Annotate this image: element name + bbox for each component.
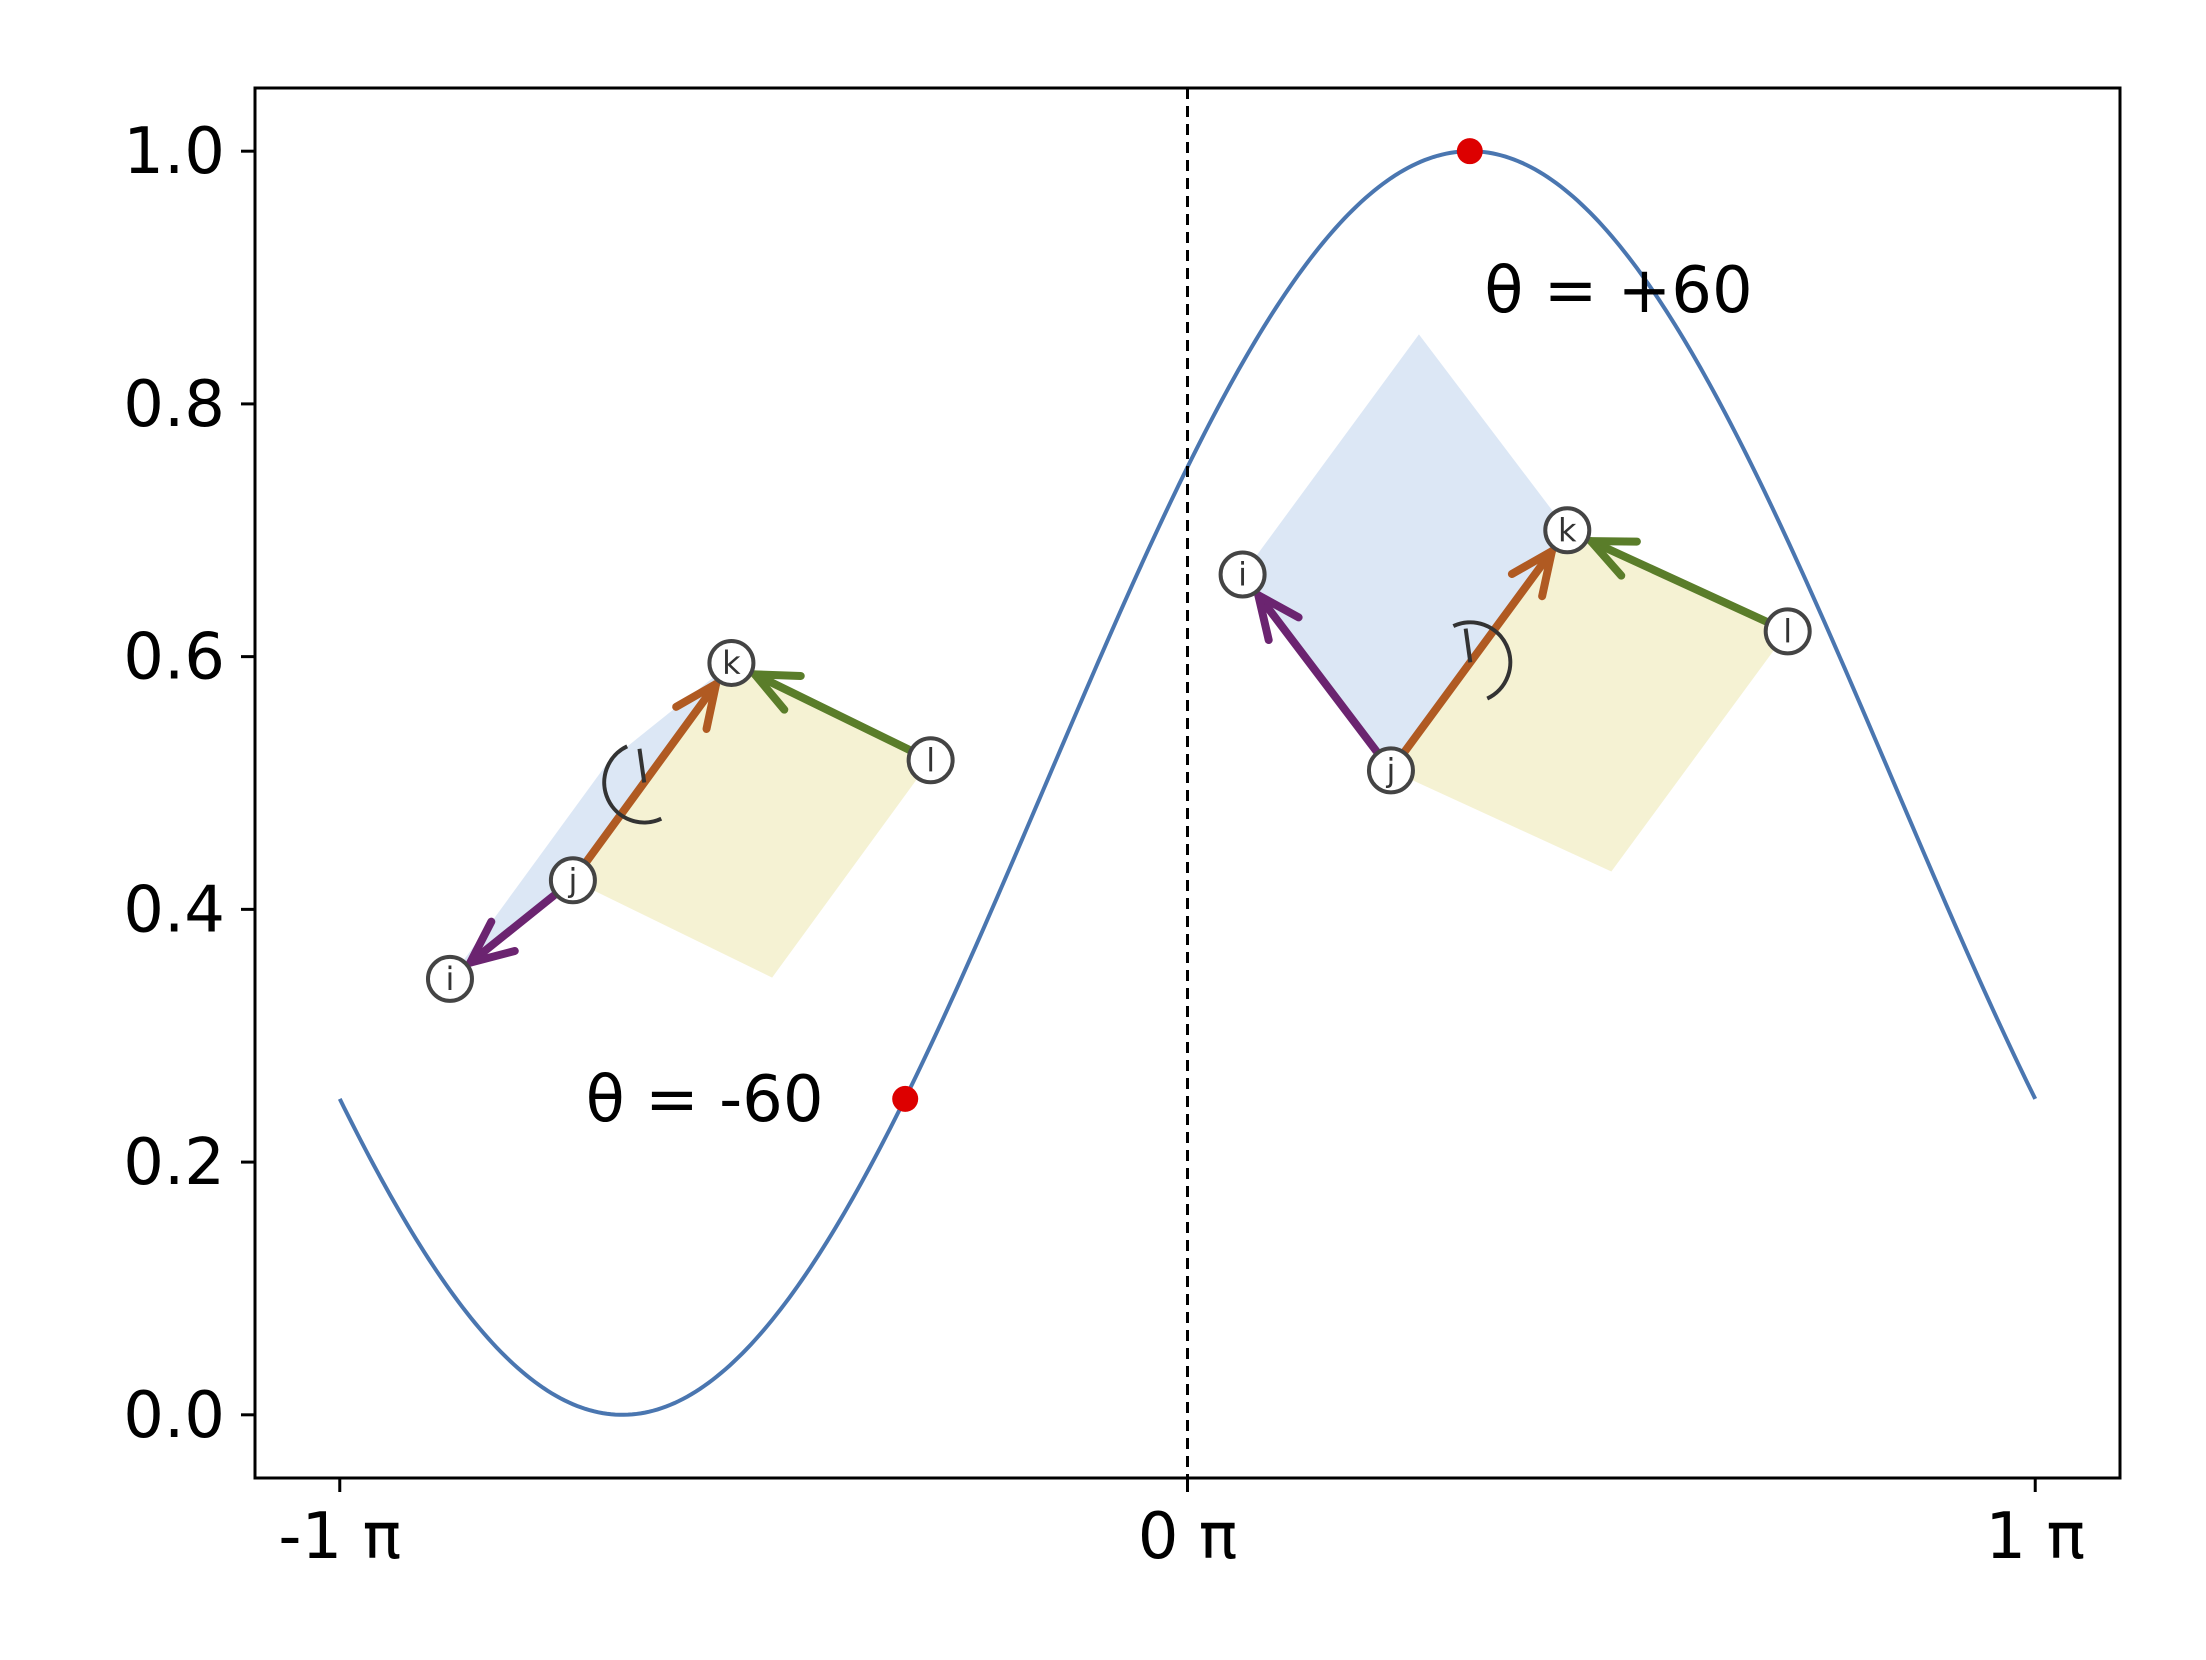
bond-j-to-i-head bbox=[1254, 591, 1303, 645]
atom-circle bbox=[548, 856, 597, 905]
atom-label: k bbox=[1558, 511, 1577, 549]
angle-annotations: θ = -60 θ = +60 bbox=[586, 254, 1753, 1137]
bond-j-to-k-shaft bbox=[583, 679, 721, 865]
atom-j: j bbox=[548, 856, 597, 905]
atom-circle bbox=[707, 638, 756, 687]
atom-label: l bbox=[1783, 612, 1792, 650]
bond-j-to-k-head bbox=[672, 679, 721, 733]
y-tick-label: 0.2 bbox=[123, 1126, 225, 1200]
atom-j: j bbox=[1366, 746, 1415, 795]
bond-j-to-k-head bbox=[1507, 547, 1556, 601]
atom-label: i bbox=[446, 960, 455, 998]
dihedral-atoms: i j k l i j k l bbox=[425, 506, 1812, 1003]
angle-arc bbox=[602, 744, 663, 825]
y-tick-label: 0.0 bbox=[123, 1379, 225, 1453]
axes: -1 π 0 π 1 π 0.0 0.2 0.4 0.6 0.8 1.0 bbox=[123, 86, 2122, 1574]
x-tick-label: -1 π bbox=[278, 1500, 401, 1574]
atom-circle bbox=[1218, 550, 1267, 599]
atom-circle bbox=[1543, 506, 1592, 555]
atom-i: i bbox=[425, 954, 474, 1003]
plane-jkl bbox=[572, 662, 931, 978]
bond-l-to-k-shaft bbox=[750, 670, 914, 754]
atom-label: i bbox=[1238, 556, 1247, 594]
angle-arc bbox=[1452, 620, 1513, 701]
plane-jkl bbox=[1390, 530, 1788, 872]
dihedral-bonds bbox=[466, 537, 1770, 967]
highlight-point-2 bbox=[1456, 138, 1483, 165]
atom-l: l bbox=[906, 736, 955, 785]
bond-j-to-i-shaft bbox=[1254, 591, 1381, 756]
bond-l-to-k bbox=[750, 670, 914, 754]
plane-ijk bbox=[1242, 334, 1568, 771]
atom-circle bbox=[425, 954, 474, 1003]
atom-circle bbox=[1763, 607, 1812, 656]
y-tick-label: 0.8 bbox=[123, 368, 225, 442]
atom-label: k bbox=[722, 644, 741, 682]
atom-label: j bbox=[567, 861, 577, 899]
plot-lines bbox=[337, 88, 2038, 1478]
dihedral-angle-arc bbox=[1452, 620, 1513, 701]
bond-j-to-k bbox=[583, 679, 721, 865]
atom-i: i bbox=[1218, 550, 1267, 599]
dihedral-planes bbox=[449, 334, 1788, 979]
dihedral-angle-arc bbox=[602, 744, 663, 825]
x-tick-label: 0 π bbox=[1138, 1500, 1238, 1574]
highlight-point-1 bbox=[892, 1085, 919, 1112]
atom-k: k bbox=[1543, 506, 1592, 555]
atom-label: l bbox=[926, 741, 935, 779]
atom-l: l bbox=[1763, 607, 1812, 656]
atom-circle bbox=[906, 736, 955, 785]
bond-j-to-i-shaft bbox=[466, 891, 559, 967]
x-tick-label: 1 π bbox=[1985, 1500, 2085, 1574]
bond-l-to-k bbox=[1586, 537, 1770, 626]
angle-annotation-1: θ = -60 bbox=[586, 1063, 824, 1137]
bond-j-to-i bbox=[466, 891, 559, 967]
bond-l-to-k-head bbox=[750, 670, 805, 714]
y-tick-label: 0.6 bbox=[123, 621, 225, 695]
y-tick-label: 0.4 bbox=[123, 873, 225, 947]
angle-tick bbox=[1463, 628, 1473, 663]
bond-j-to-k bbox=[1401, 547, 1556, 756]
atom-circle bbox=[1366, 746, 1415, 795]
atom-k: k bbox=[707, 638, 756, 687]
highlight-points bbox=[892, 138, 1483, 1112]
bond-j-to-k-shaft bbox=[1401, 547, 1556, 756]
bond-j-to-i-head bbox=[466, 917, 519, 967]
y-tick-label: 1.0 bbox=[123, 115, 225, 189]
bond-j-to-i bbox=[1254, 591, 1381, 756]
angle-tick bbox=[637, 748, 647, 783]
atom-label: j bbox=[1386, 751, 1396, 789]
angle-annotation-2: θ = +60 bbox=[1484, 254, 1753, 328]
bond-l-to-k-shaft bbox=[1586, 537, 1770, 626]
plane-ijk bbox=[449, 662, 732, 979]
bond-l-to-k-head bbox=[1586, 537, 1641, 580]
